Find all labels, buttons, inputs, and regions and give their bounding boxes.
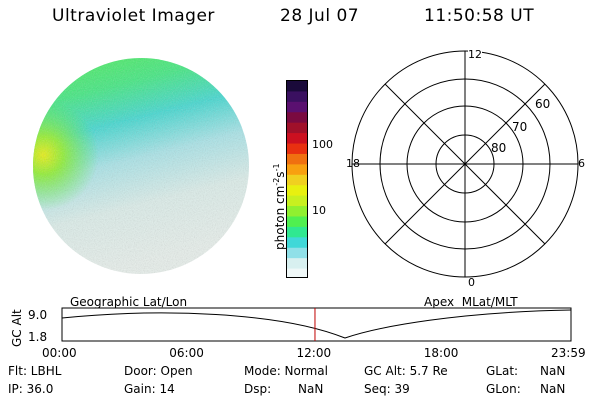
colorbar-band (287, 216, 307, 228)
polar-grid (351, 50, 579, 278)
colorbar-tick-label: 10 (312, 204, 326, 217)
colorbar-band (287, 237, 307, 249)
timeline-x-tick: 06:00 (169, 346, 204, 360)
lat-label-80: 80 (491, 141, 507, 155)
image-date: 28 Jul 07 (280, 6, 360, 26)
colorbar-band (287, 164, 307, 176)
y-tick-1-8: 1.8 (28, 330, 48, 344)
dsp-value: NaN (298, 382, 324, 396)
timeline-x-tick: 12:00 (296, 346, 332, 360)
ip-info: IP: 36.0 (8, 382, 54, 396)
colorbar-band (287, 122, 307, 134)
glon-value: NaN (540, 382, 566, 396)
colorbar-band (287, 133, 307, 145)
mode-info: Mode: Normal (244, 364, 328, 378)
colorbar-band (287, 91, 307, 103)
colorbar-ticks: 100 10 (312, 80, 342, 278)
colorbar-tick-label: 100 (312, 138, 333, 151)
lat-label-70: 70 (512, 120, 528, 134)
glat-label: GLat: (486, 364, 519, 378)
colorbar-band (287, 185, 307, 197)
image-time: 11:50:58 UT (424, 6, 535, 26)
instrument-title: Ultraviolet Imager (52, 6, 215, 26)
y-tick-9: 9.0 (28, 308, 48, 322)
colorbar-band (287, 143, 307, 155)
colorbar-band (287, 247, 307, 259)
glon-label: GLon: (486, 382, 521, 396)
colorbar (286, 80, 308, 278)
colorbar-band (287, 81, 307, 93)
colorbar-band (287, 268, 307, 277)
geographic-label: Geographic Lat/Lon (70, 295, 188, 309)
mlt-label-6: 6 (578, 157, 585, 170)
colorbar-band (287, 226, 307, 238)
colorbar-band (287, 258, 307, 270)
gc-alt-info: GC Alt: 5.7 Re (364, 364, 448, 378)
altitude-curve (61, 309, 572, 339)
timeline-x-tick: 00:00 (42, 346, 77, 360)
lat-label-60: 60 (535, 97, 551, 111)
timeline-x-tick: 18:00 (423, 346, 459, 360)
seq-info: Seq: 39 (364, 382, 410, 396)
colorbar-band (287, 101, 307, 113)
timeline-x-tick: 23:59 (551, 346, 586, 360)
uv-image (33, 58, 249, 274)
colorbar-band (287, 195, 307, 207)
colorbar-band (287, 112, 307, 124)
dsp-label: Dsp: (244, 382, 272, 396)
mlt-label-18: 18 (346, 157, 360, 170)
gain-info: Gain: 14 (124, 382, 175, 396)
filter-info: Flt: LBHL (8, 364, 62, 378)
colorbar-band (287, 153, 307, 165)
colorbar-band (287, 206, 307, 218)
door-info: Door: Open (124, 364, 193, 378)
glat-value: NaN (540, 364, 566, 378)
mlt-label-12: 12 (468, 48, 482, 61)
timeline-frame (61, 307, 572, 342)
apex-label: Apex MLat/MLT (424, 295, 518, 309)
colorbar-band (287, 174, 307, 186)
mlt-label-0: 0 (468, 276, 475, 289)
